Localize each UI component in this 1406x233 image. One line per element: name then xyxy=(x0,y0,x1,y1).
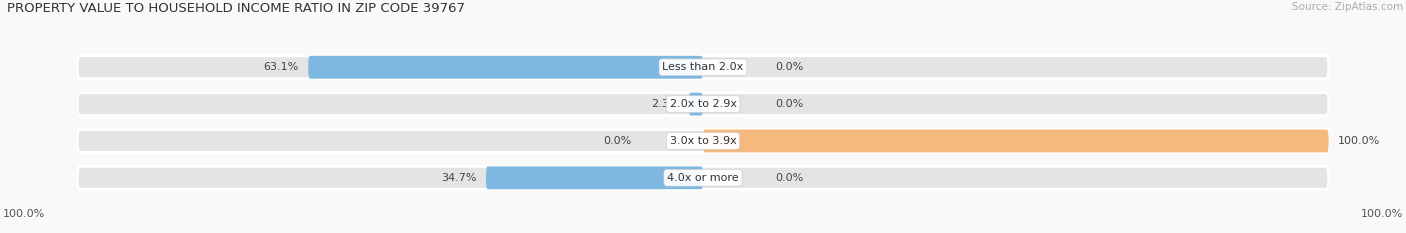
Text: PROPERTY VALUE TO HOUSEHOLD INCOME RATIO IN ZIP CODE 39767: PROPERTY VALUE TO HOUSEHOLD INCOME RATIO… xyxy=(7,2,465,15)
Text: 100.0%: 100.0% xyxy=(1339,136,1381,146)
FancyBboxPatch shape xyxy=(689,93,703,116)
Text: 3.0x to 3.9x: 3.0x to 3.9x xyxy=(669,136,737,146)
Text: 2.3%: 2.3% xyxy=(651,99,679,109)
Text: 100.0%: 100.0% xyxy=(1361,209,1403,219)
Text: 63.1%: 63.1% xyxy=(263,62,299,72)
FancyBboxPatch shape xyxy=(77,93,1329,116)
Text: 0.0%: 0.0% xyxy=(603,136,631,146)
Text: 0.0%: 0.0% xyxy=(775,173,803,183)
FancyBboxPatch shape xyxy=(77,166,1329,189)
FancyBboxPatch shape xyxy=(486,166,703,189)
Text: 0.0%: 0.0% xyxy=(775,62,803,72)
Text: Less than 2.0x: Less than 2.0x xyxy=(662,62,744,72)
Text: Source: ZipAtlas.com: Source: ZipAtlas.com xyxy=(1292,2,1403,12)
Text: 34.7%: 34.7% xyxy=(441,173,477,183)
Text: 2.0x to 2.9x: 2.0x to 2.9x xyxy=(669,99,737,109)
Text: 0.0%: 0.0% xyxy=(775,99,803,109)
Text: 4.0x or more: 4.0x or more xyxy=(668,173,738,183)
FancyBboxPatch shape xyxy=(77,130,1329,152)
Text: 100.0%: 100.0% xyxy=(3,209,45,219)
FancyBboxPatch shape xyxy=(703,130,1329,152)
FancyBboxPatch shape xyxy=(308,56,703,79)
FancyBboxPatch shape xyxy=(77,56,1329,79)
